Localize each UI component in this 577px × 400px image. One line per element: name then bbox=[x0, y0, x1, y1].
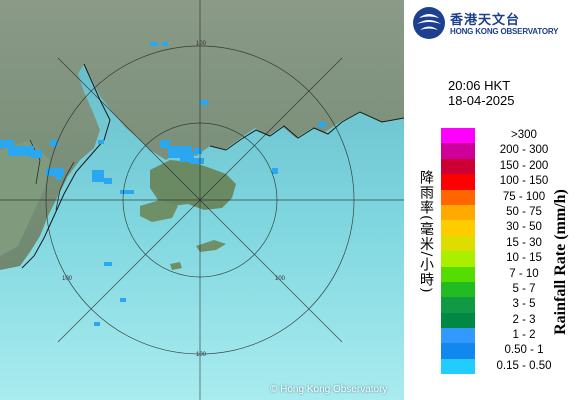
ring-label-bottom: 100 bbox=[196, 352, 207, 358]
legend-row: 0.15 - 0.50 bbox=[441, 358, 571, 375]
legend-row: 75 - 100 bbox=[441, 189, 571, 205]
coastline bbox=[21, 63, 111, 269]
legend-swatch bbox=[441, 143, 475, 159]
legend-label: >300 bbox=[511, 129, 537, 141]
legend-row: 3 - 5 bbox=[441, 297, 571, 313]
copyright-text: © Hong Kong Observatory bbox=[270, 384, 388, 395]
legend-swatch bbox=[441, 174, 475, 190]
legend-row: 5 - 7 bbox=[441, 281, 571, 298]
legend-row: 100 - 150 bbox=[441, 174, 571, 190]
legend-row: 200 - 300 bbox=[441, 143, 571, 159]
legend-row: 50 - 75 bbox=[441, 204, 571, 221]
legend-row: 1 - 2 bbox=[441, 328, 571, 344]
legend-swatch bbox=[441, 189, 475, 205]
legend-label: 0.50 - 1 bbox=[504, 344, 544, 357]
land-island bbox=[196, 240, 226, 252]
legend-label: 100 - 150 bbox=[499, 175, 549, 188]
legend-label: 10 - 15 bbox=[506, 252, 542, 265]
legend-label: 30 - 50 bbox=[506, 221, 542, 234]
land-mainland bbox=[0, 0, 404, 270]
legend-row: 2 - 3 bbox=[441, 312, 571, 329]
legend-label: 15 - 30 bbox=[506, 236, 542, 249]
legend-row: 15 - 30 bbox=[441, 235, 571, 252]
legend-label: 2 - 3 bbox=[512, 313, 536, 326]
legend-label: 1 - 2 bbox=[512, 329, 536, 342]
legend-swatch bbox=[441, 251, 475, 267]
legend-label: 7 - 10 bbox=[509, 267, 539, 280]
legend-label: 3 - 5 bbox=[512, 298, 536, 311]
radar-map: 100 100 100 100 © Hong Kong Observatory bbox=[0, 0, 404, 400]
legend-swatch bbox=[441, 312, 475, 329]
legend-swatch bbox=[441, 128, 475, 144]
legend-swatch bbox=[441, 158, 475, 175]
land-lantau bbox=[140, 200, 178, 222]
legend-swatch bbox=[441, 328, 475, 344]
legend-label: 200 - 300 bbox=[499, 144, 549, 157]
logo-name-zh: 香港天文台 bbox=[450, 13, 521, 28]
legend-title-zh: 降雨率(毫米/小時) bbox=[418, 170, 434, 294]
logo-name-en: HONG KONG OBSERVATORY bbox=[450, 27, 559, 36]
land-hk bbox=[150, 160, 236, 210]
legend-row: >300 bbox=[441, 128, 571, 144]
legend-label: 0.15 - 0.50 bbox=[496, 359, 552, 372]
ring-label-top: 100 bbox=[196, 41, 207, 47]
legend-label: 50 - 75 bbox=[506, 205, 542, 218]
legend-panel: 香港天文台 HONG KONG OBSERVATORY 20:06 HKT 18… bbox=[404, 0, 577, 400]
legend-scale: >300 200 - 300 150 - 200 100 - 150 75 - … bbox=[441, 128, 571, 375]
observatory-logo: 香港天文台 HONG KONG OBSERVATORY bbox=[412, 6, 572, 40]
timestamp: 20:06 HKT 18-04-2025 bbox=[448, 78, 515, 108]
legend-row: 7 - 10 bbox=[441, 266, 571, 282]
legend-label: 5 - 7 bbox=[512, 282, 536, 295]
rain-echoes bbox=[0, 42, 326, 326]
timestamp-time: 20:06 HKT bbox=[448, 78, 511, 93]
legend-label: 75 - 100 bbox=[502, 190, 546, 203]
legend-row: 30 - 50 bbox=[441, 220, 571, 236]
range-rings bbox=[0, 0, 404, 400]
ring-label-left: 100 bbox=[62, 276, 73, 282]
legend-swatch bbox=[441, 297, 475, 313]
ring-label-right: 100 bbox=[275, 276, 286, 282]
legend-swatch bbox=[441, 204, 475, 221]
legend-row: 10 - 15 bbox=[441, 251, 571, 267]
legend-swatch bbox=[441, 220, 475, 236]
legend-title-en: Rainfall Rate (mm/h) bbox=[552, 189, 569, 335]
observatory-emblem-icon bbox=[413, 7, 445, 39]
legend-swatch bbox=[441, 358, 475, 375]
legend-label: 150 - 200 bbox=[499, 159, 549, 172]
legend-row: 0.50 - 1 bbox=[441, 343, 571, 359]
legend-swatch bbox=[441, 235, 475, 252]
land-west bbox=[0, 140, 50, 256]
radar-map-image: 100 100 100 100 bbox=[0, 0, 404, 400]
legend-swatch bbox=[441, 281, 475, 298]
legend-row: 150 - 200 bbox=[441, 158, 571, 175]
legend-swatch bbox=[441, 266, 475, 282]
legend-swatch bbox=[441, 343, 475, 359]
timestamp-date: 18-04-2025 bbox=[448, 93, 515, 108]
land-island2 bbox=[170, 262, 182, 270]
coastline-east bbox=[209, 111, 404, 151]
